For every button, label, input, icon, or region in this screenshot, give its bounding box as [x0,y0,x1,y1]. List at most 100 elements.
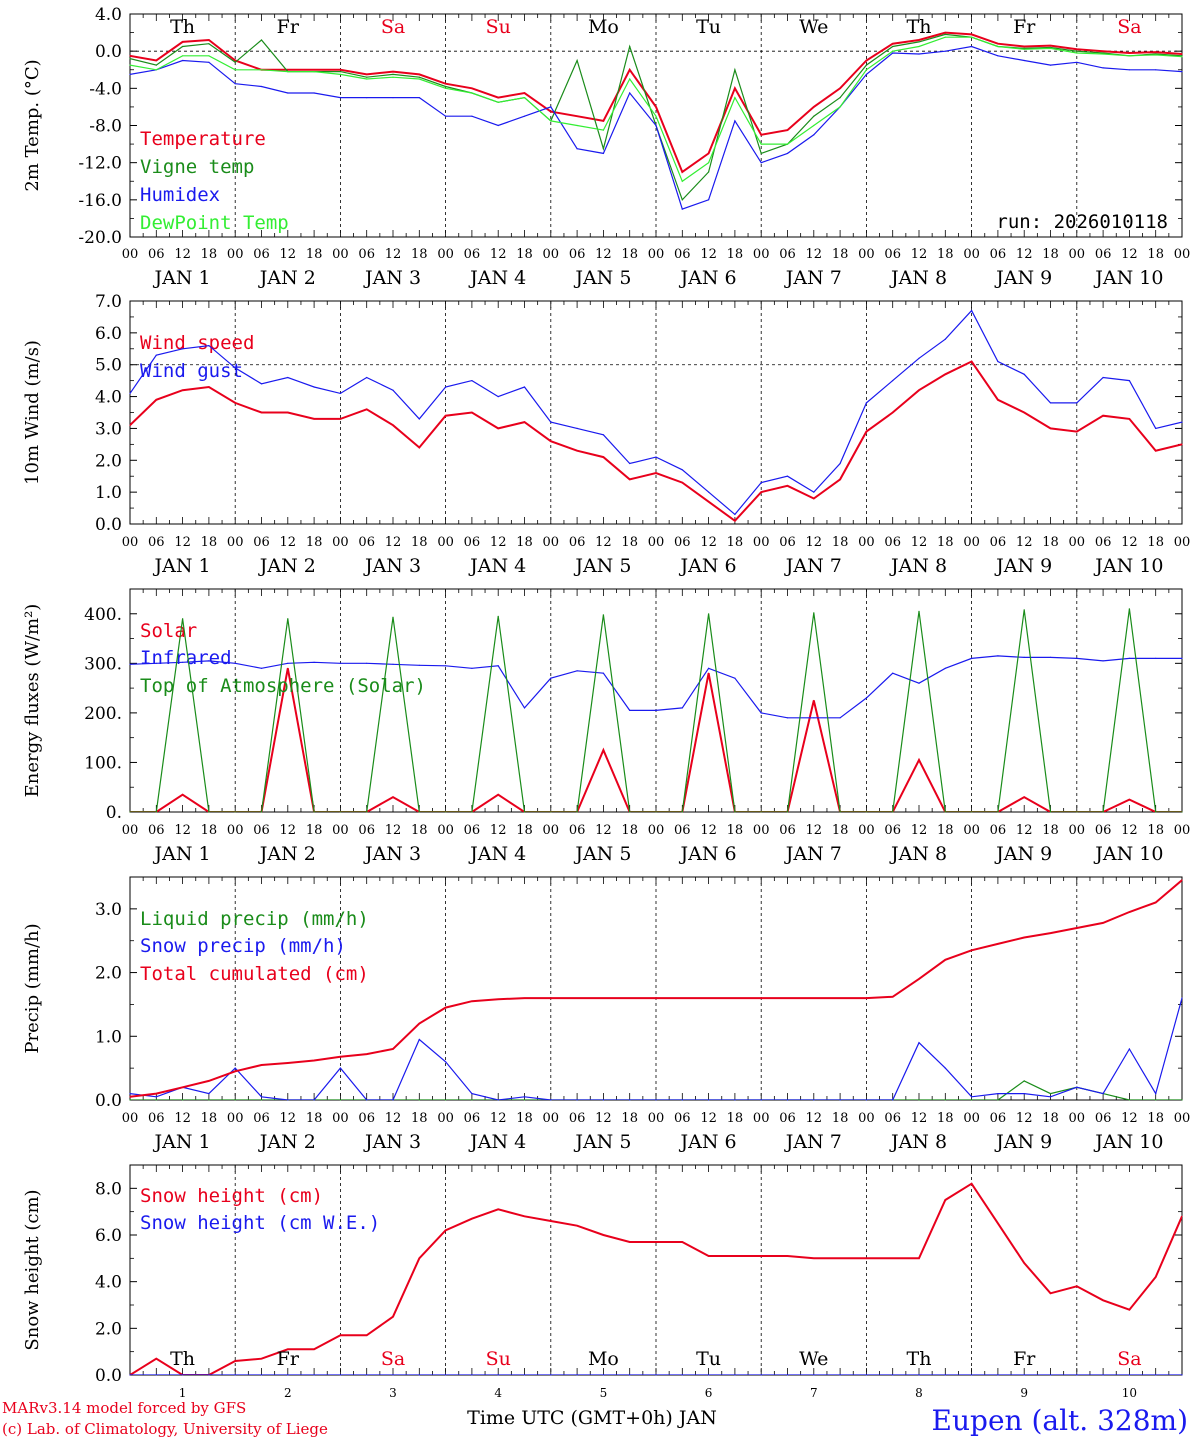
hour-label: 00 [858,1111,875,1126]
bottom-day-number: 8 [915,1386,923,1400]
data-point [944,33,946,36]
data-point [1181,53,1183,55]
data-point [497,615,499,617]
data-point [1076,811,1078,813]
data-point [708,613,710,615]
data-point [708,199,710,201]
hour-label: 18 [516,247,533,262]
data-point [1181,997,1183,999]
data-point [655,997,657,999]
hour-label: 18 [201,1111,218,1126]
legend-entry: Snow precip (mm/h) [140,935,346,957]
data-point [1049,402,1052,404]
data-point [813,612,815,614]
hour-label: 18 [832,1111,849,1126]
hour-label: 06 [358,247,375,262]
data-point [1102,811,1104,813]
data-point [655,709,657,712]
data-point [1023,1080,1025,1082]
hour-label: 00 [753,1111,770,1126]
data-point [997,1099,999,1101]
hour-label: 12 [174,823,191,838]
hour-label: 18 [1042,535,1059,550]
hour-label: 00 [648,247,665,262]
data-point [681,1241,683,1243]
data-point [918,1257,920,1259]
data-point [1181,443,1183,445]
y-tick-label: 0.0 [95,1091,122,1111]
legend-entry: Top of Atmosphere (Solar) [140,675,426,697]
hour-label: 12 [174,1111,191,1126]
hour-label: 00 [332,535,349,550]
hour-label: 12 [385,535,402,550]
data-point [944,959,946,961]
day-of-week-label: Fr [277,1348,300,1370]
data-point [786,485,789,487]
data-point [418,446,420,449]
data-point [1181,1374,1183,1376]
panel-3: 400. 300. 200. 100. 0. Energy fluxes (W/m²) So… [22,588,1190,865]
data-point [708,667,710,669]
bottom-day-number: 4 [494,1386,502,1400]
data-point [182,55,184,57]
station-label: Eupen (alt. 328m) [932,1404,1188,1437]
data-point [839,87,841,89]
date-label: JAN 10 [1093,1131,1163,1153]
data-point [918,1042,920,1044]
data-point [602,749,605,751]
data-point [786,1374,789,1376]
data-point [629,811,631,813]
data-point [523,1096,526,1098]
data-point [813,1374,815,1376]
data-point [445,665,447,667]
legend-entry: Snow height (cm W.E.) [140,1212,380,1234]
data-point [208,811,210,813]
hour-label: 00 [437,535,454,550]
data-point [182,389,184,391]
hour-label: 18 [411,823,428,838]
data-point [129,58,131,60]
data-point [839,1099,841,1101]
data-point [339,811,341,813]
y-axis-label: 2m Temp. (°C) [22,59,43,191]
data-point [313,386,315,388]
hour-label: 12 [806,535,823,550]
data-point [786,1099,789,1101]
legend-entry: Solar [140,620,197,642]
data-point [234,402,236,404]
data-point [182,348,184,350]
data-point [629,997,631,999]
data-point [944,1067,946,1069]
data-point [997,43,999,45]
data-point [523,421,526,423]
data-point [155,59,157,62]
data-point [260,39,263,41]
data-point [944,811,946,813]
data-point [629,478,631,480]
hour-label: 12 [595,247,612,262]
data-point [918,682,920,684]
data-point [208,39,210,41]
data-point [339,73,341,75]
date-label: JAN 10 [1093,267,1163,289]
data-point [602,1099,605,1101]
data-point [366,1099,368,1101]
data-point [287,1099,289,1101]
date-label: JAN 4 [468,1131,526,1153]
hour-label: 12 [1016,535,1033,550]
hour-label: 18 [1147,1111,1164,1126]
hour-label: 06 [884,1111,901,1126]
data-point [1128,418,1130,420]
data-point [366,73,368,75]
data-point [418,76,420,78]
hour-label: 12 [385,247,402,262]
hour-label: 18 [411,247,428,262]
day-of-week-label: Th [907,1348,932,1370]
y-tick-label: 2.0 [95,451,122,471]
data-point [1128,1048,1130,1050]
data-point [260,85,263,88]
data-point [313,811,315,813]
data-point [1049,427,1052,429]
data-point [629,1241,631,1243]
